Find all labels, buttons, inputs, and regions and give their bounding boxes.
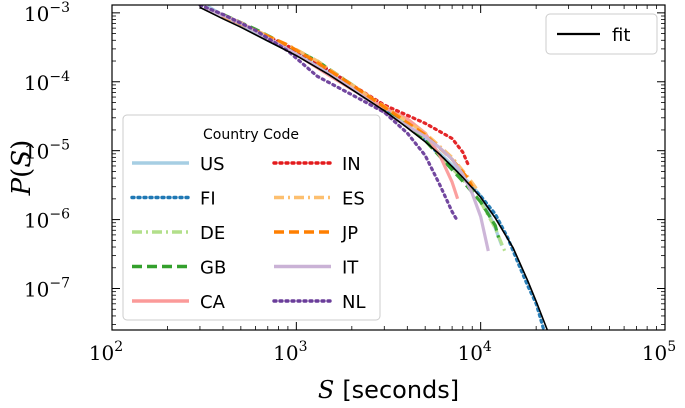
x-tick-label: 105 <box>642 339 676 365</box>
legend-label-fi: FI <box>200 189 216 210</box>
legend-label-gb: GB <box>200 258 226 279</box>
legend-label-in: IN <box>342 154 361 175</box>
x-tick-label: 102 <box>89 339 123 365</box>
x-tick-label: 103 <box>273 339 307 365</box>
x-axis-unit: [seconds] <box>342 376 459 404</box>
country-legend: Country Code US FI DE GB CA IN ES JP IT NL <box>122 114 381 321</box>
legend-label-jp: JP <box>341 223 358 244</box>
y-axis-open-paren: ( <box>7 168 37 178</box>
y-tick-label: 10−7 <box>24 276 70 302</box>
fit-legend-label: fit <box>612 25 630 46</box>
x-tick-base: 10 <box>642 341 667 365</box>
x-tick-base: 10 <box>273 341 298 365</box>
y-tick-base: 10 <box>24 71 49 95</box>
series-line-jp <box>222 14 474 188</box>
y-axis-symbol: P <box>7 177 37 196</box>
y-tick-label: 10−3 <box>24 0 70 26</box>
y-tick-base: 10 <box>24 140 49 164</box>
legend-label-de: DE <box>200 223 225 244</box>
y-tick-base: 10 <box>24 2 49 26</box>
x-tick-exponent: 4 <box>483 339 492 355</box>
fit-legend: fit <box>545 13 658 55</box>
y-tick-exponent: −6 <box>49 207 70 223</box>
legend-label-us: US <box>200 154 225 175</box>
plot-frame <box>111 4 666 331</box>
x-tick-exponent: 2 <box>114 339 123 355</box>
y-axis-title: P(S) <box>7 140 37 197</box>
y-axis-arg: S <box>7 150 37 168</box>
y-tick-exponent: −5 <box>49 138 70 154</box>
x-tick-label: 104 <box>457 339 491 365</box>
y-tick-base: 10 <box>24 278 49 302</box>
x-tick-exponent: 5 <box>667 339 676 355</box>
y-axis-close-paren: ) <box>7 140 37 150</box>
country-legend-box <box>122 114 381 321</box>
x-axis-title: S [seconds] <box>318 376 459 404</box>
fit-legend-box <box>545 13 658 55</box>
fit-line <box>199 6 549 330</box>
y-tick-exponent: −7 <box>49 276 70 292</box>
y-tick-label: 10−6 <box>24 207 70 233</box>
series-line-nl <box>198 5 460 223</box>
y-tick-exponent: −4 <box>49 69 70 85</box>
y-tick-label: 10−4 <box>24 69 70 95</box>
y-tick-exponent: −3 <box>49 0 70 16</box>
country-legend-title: Country Code <box>203 127 299 143</box>
x-tick-base: 10 <box>457 341 482 365</box>
x-axis-symbol: S <box>318 376 334 404</box>
legend-label-nl: NL <box>342 292 366 313</box>
y-tick-base: 10 <box>24 209 49 233</box>
legend-label-es: ES <box>342 189 365 210</box>
legend-label-ca: CA <box>200 292 226 313</box>
y-tick-label: 10−5 <box>24 138 70 164</box>
x-tick-base: 10 <box>89 341 114 365</box>
x-tick-exponent: 3 <box>299 339 308 355</box>
series-group <box>198 5 549 330</box>
legend-label-it: IT <box>342 258 359 279</box>
